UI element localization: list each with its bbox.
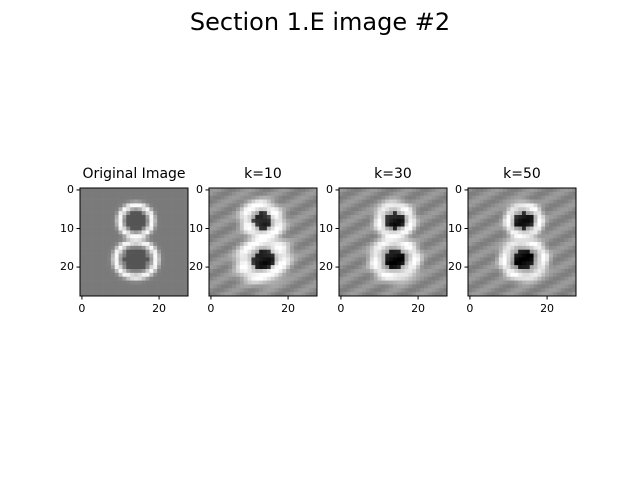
- panel-image-1: [209, 188, 318, 297]
- xtick-label: 20: [281, 302, 296, 315]
- panel-image-2: [339, 188, 448, 297]
- panel-image-3: [468, 188, 577, 297]
- ytick-label: 0: [196, 182, 203, 196]
- xtick-label: 0: [78, 302, 86, 315]
- xtick-label: 0: [207, 302, 215, 315]
- ytick-label: 0: [326, 182, 333, 196]
- ytick-label: 10: [448, 221, 462, 235]
- xtick-label: 20: [411, 302, 426, 315]
- ytick-label: 20: [319, 260, 333, 274]
- panel-title-k30: k=30: [374, 166, 412, 182]
- panel-title-k10: k=10: [244, 166, 282, 182]
- panel-title-original: Original Image: [82, 166, 186, 182]
- xtick-label: 0: [466, 302, 474, 315]
- xtick-label: 20: [152, 302, 167, 315]
- panel-title-k50: k=50: [503, 166, 541, 182]
- panel-image-0: [80, 188, 189, 297]
- ytick-label: 10: [189, 221, 203, 235]
- ytick-label: 10: [60, 221, 74, 235]
- ytick-label: 0: [455, 182, 462, 196]
- ytick-label: 10: [319, 221, 333, 235]
- panel-frame-3: [467, 187, 577, 297]
- ytick-label: 20: [189, 260, 203, 274]
- xtick-label: 0: [337, 302, 345, 315]
- ytick-label: 0: [67, 182, 74, 196]
- ytick-label: 20: [448, 260, 462, 274]
- ytick-label: 20: [60, 260, 74, 274]
- panel-frame-1: [208, 187, 318, 297]
- panel-frame-0: [79, 187, 189, 297]
- xtick-label: 20: [540, 302, 555, 315]
- figure-title: Section 1.E image #2: [189, 8, 451, 36]
- panel-frame-2: [338, 187, 448, 297]
